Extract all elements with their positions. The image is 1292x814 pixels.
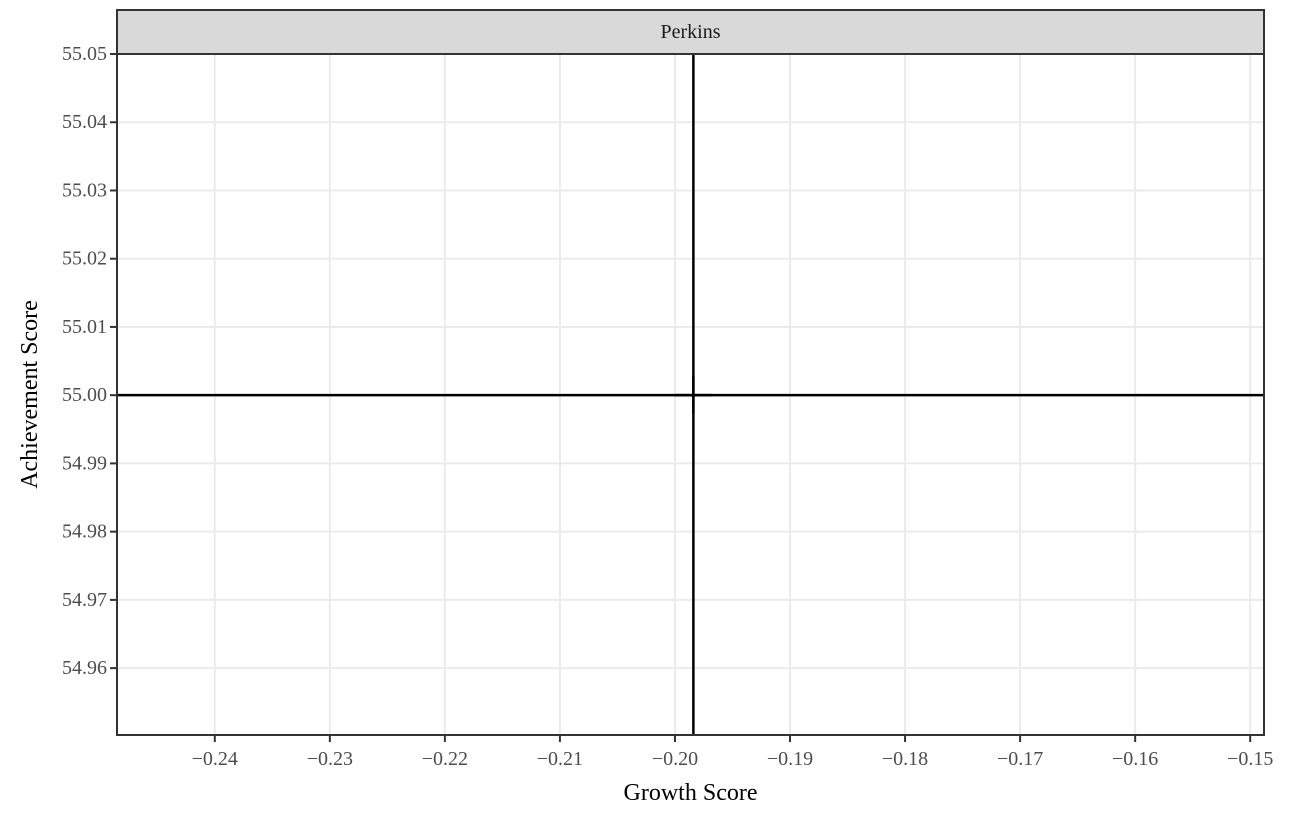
y-tick-label: 54.98 (62, 521, 107, 543)
x-axis-title: Growth Score (624, 780, 758, 806)
y-tick-label: 55.03 (62, 179, 107, 201)
y-axis-ticks: 54.96 54.97 54.98 54.99 55.00 55.01 55.02 55.03… (62, 43, 117, 679)
y-tick-label: 55.05 (62, 43, 107, 65)
y-tick-label: 54.97 (62, 589, 107, 611)
x-tick-label: −0.19 (767, 748, 813, 770)
x-tick-label: −0.24 (192, 748, 238, 770)
x-tick-label: −0.15 (1227, 748, 1273, 770)
x-tick-label: −0.17 (997, 748, 1043, 770)
x-tick-label: −0.22 (422, 748, 468, 770)
facet-strip: Perkins (116, 9, 1265, 55)
facet-strip-label: Perkins (661, 21, 721, 43)
grid-layer (117, 53, 1264, 735)
x-tick-label: −0.20 (652, 748, 698, 770)
x-axis-ticks: −0.24 −0.23 −0.22 −0.21 −0.20 −0.19 −0.18 −0.17… (192, 735, 1273, 770)
y-tick-label: 54.96 (62, 657, 107, 679)
y-tick-label: 55.04 (62, 111, 107, 133)
x-tick-label: −0.16 (1112, 748, 1158, 770)
y-tick-label: 55.00 (62, 384, 107, 406)
x-tick-label: −0.23 (307, 748, 353, 770)
data-point (674, 376, 713, 415)
y-axis-title: Achievement Score (17, 300, 43, 489)
facet-strip-background (116, 9, 1265, 55)
y-tick-label: 54.99 (62, 452, 107, 474)
data-points (674, 376, 713, 415)
x-tick-label: −0.21 (537, 748, 583, 770)
y-tick-label: 55.02 (62, 248, 107, 270)
x-tick-label: −0.18 (882, 748, 928, 770)
y-tick-label: 55.01 (62, 316, 107, 338)
